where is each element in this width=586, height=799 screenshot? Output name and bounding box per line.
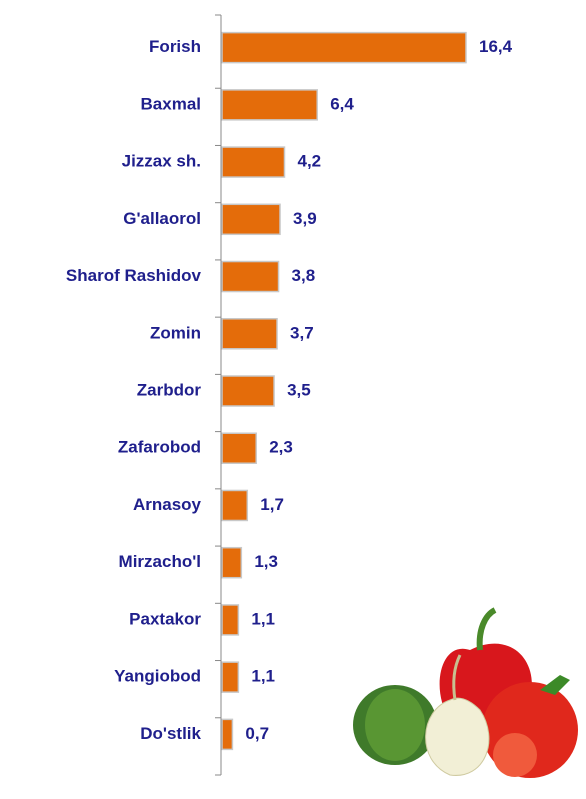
vegetables-decoration	[353, 607, 578, 778]
bar	[221, 318, 278, 350]
category-label: Jizzax sh.	[122, 152, 201, 171]
bar	[221, 375, 275, 407]
value-label: 3,8	[292, 266, 316, 285]
value-label: 4,2	[297, 152, 321, 171]
bar	[221, 260, 280, 293]
bar	[221, 146, 286, 178]
value-label: 1,1	[251, 609, 275, 628]
value-label: 3,7	[290, 323, 314, 342]
category-label: G'allaorol	[123, 209, 201, 228]
value-label: 16,4	[479, 37, 513, 56]
value-label: 0,7	[245, 724, 269, 743]
category-label: Paxtakor	[129, 609, 201, 628]
value-label: 3,5	[287, 380, 311, 399]
value-label: 1,7	[260, 495, 284, 514]
bar	[221, 489, 249, 522]
category-label: Forish	[149, 37, 201, 56]
category-label: Mirzacho'l	[119, 552, 201, 571]
value-label: 2,3	[269, 438, 293, 457]
bar	[221, 546, 243, 579]
value-label: 1,3	[254, 552, 278, 571]
value-label: 3,9	[293, 209, 317, 228]
bar	[221, 604, 240, 636]
bar	[221, 203, 281, 236]
category-label: Sharof Rashidov	[66, 266, 202, 285]
category-label: Yangiobod	[114, 667, 201, 686]
category-label: Do'stlik	[140, 724, 201, 743]
category-label: Zarbdor	[137, 380, 202, 399]
category-label: Arnasoy	[133, 495, 202, 514]
bar	[221, 89, 318, 121]
bar	[221, 661, 240, 693]
bar	[221, 718, 234, 751]
value-label: 6,4	[330, 94, 354, 113]
bar	[221, 432, 257, 464]
category-label: Baxmal	[141, 94, 201, 113]
bar	[221, 31, 467, 64]
value-label: 1,1	[251, 667, 275, 686]
category-label: Zomin	[150, 323, 201, 342]
category-label: Zafarobod	[118, 438, 201, 457]
